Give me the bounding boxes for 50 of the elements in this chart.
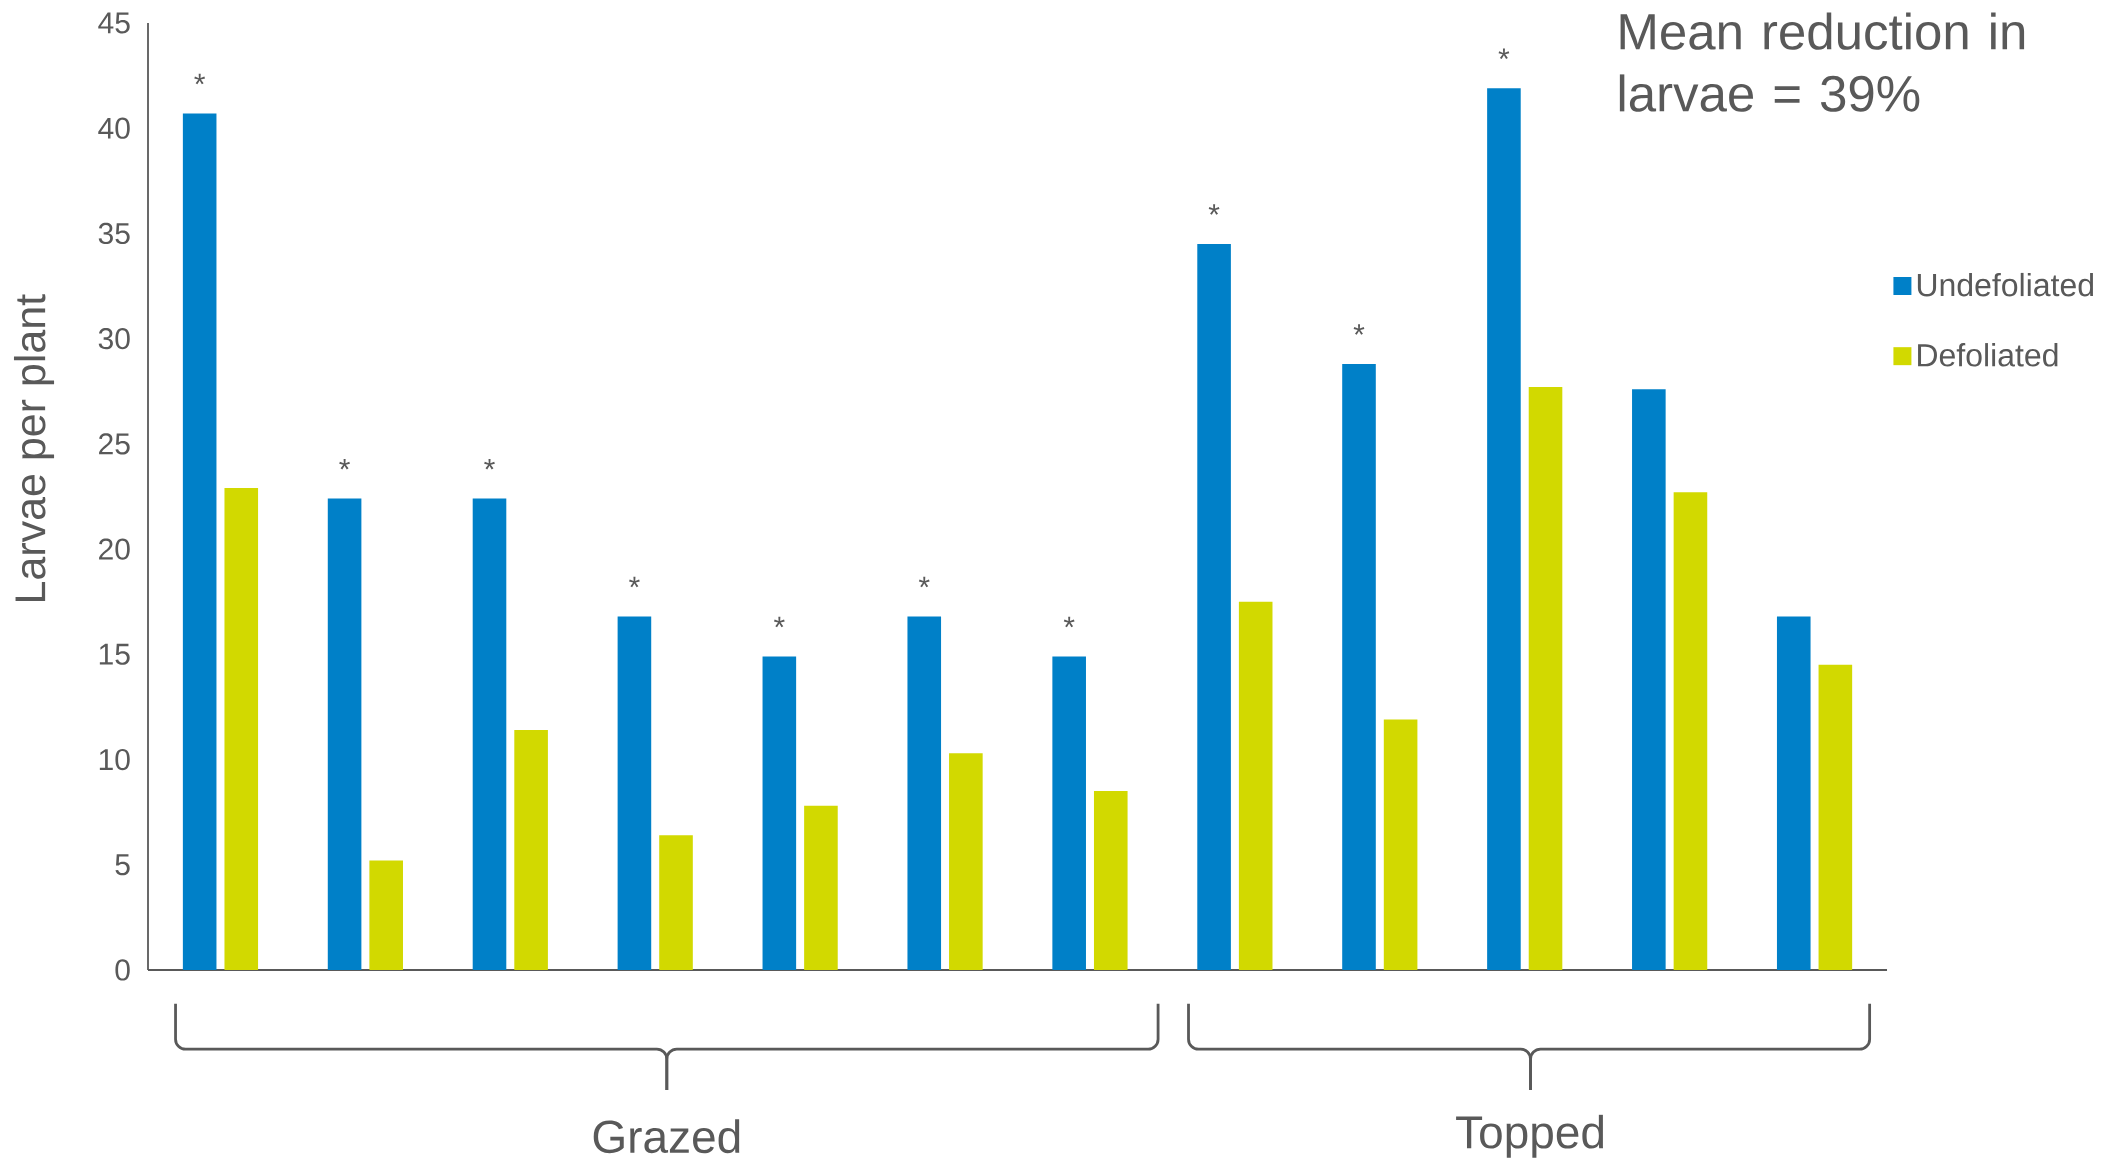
data-label: * <box>1353 324 1365 335</box>
y-tick-label: 25 <box>99 433 130 455</box>
bar <box>1342 363 1376 970</box>
data-label: * <box>484 458 495 470</box>
y-tick-label: 0 <box>115 959 130 981</box>
y-axis-title: Larvae per plant <box>13 294 55 602</box>
bar <box>1487 88 1521 970</box>
data-label: * <box>339 458 350 470</box>
data-label: * <box>194 73 206 85</box>
bar <box>224 488 259 970</box>
y-tick-label: 45 <box>98 12 130 34</box>
bar <box>514 730 548 970</box>
bar <box>1197 243 1231 970</box>
bar <box>1093 791 1128 970</box>
bar <box>1238 601 1273 970</box>
annotation: Mean reduction in larvae = 39% <box>1619 12 2025 112</box>
bar <box>907 616 942 970</box>
bar <box>949 753 983 970</box>
bar <box>1673 492 1708 970</box>
bar <box>1052 656 1086 970</box>
data-label: * <box>1498 48 1510 60</box>
legend-label: Undefoliated <box>1917 272 2094 297</box>
y-tick-label: 15 <box>99 643 130 665</box>
y-tick-label: 10 <box>99 748 130 771</box>
bar <box>1632 389 1666 970</box>
data-label: * <box>918 576 930 588</box>
bar <box>617 616 652 970</box>
bar <box>762 656 797 970</box>
bar <box>472 498 507 970</box>
bar <box>1528 387 1563 970</box>
bar <box>182 113 217 970</box>
bar <box>804 805 838 970</box>
data-label: * <box>773 616 785 628</box>
y-tick-label: 30 <box>98 328 130 350</box>
text: Topped <box>1456 1114 1604 1158</box>
bar <box>1818 664 1853 970</box>
data-label: * <box>1208 204 1220 215</box>
bar <box>1383 719 1418 970</box>
data-label: * <box>1063 616 1075 628</box>
y-tick-label: 40 <box>98 117 130 139</box>
y-tick-label: 20 <box>99 538 130 560</box>
text: Grazed <box>593 1119 740 1154</box>
legend-label: Defoliated <box>1918 343 2058 367</box>
bar <box>1776 616 1811 970</box>
bar <box>327 498 362 970</box>
bar <box>369 860 403 970</box>
bar <box>659 835 693 970</box>
y-tick-label: 35 <box>98 222 130 245</box>
y-tick-label: 5 <box>115 854 130 876</box>
data-label: * <box>629 576 640 588</box>
